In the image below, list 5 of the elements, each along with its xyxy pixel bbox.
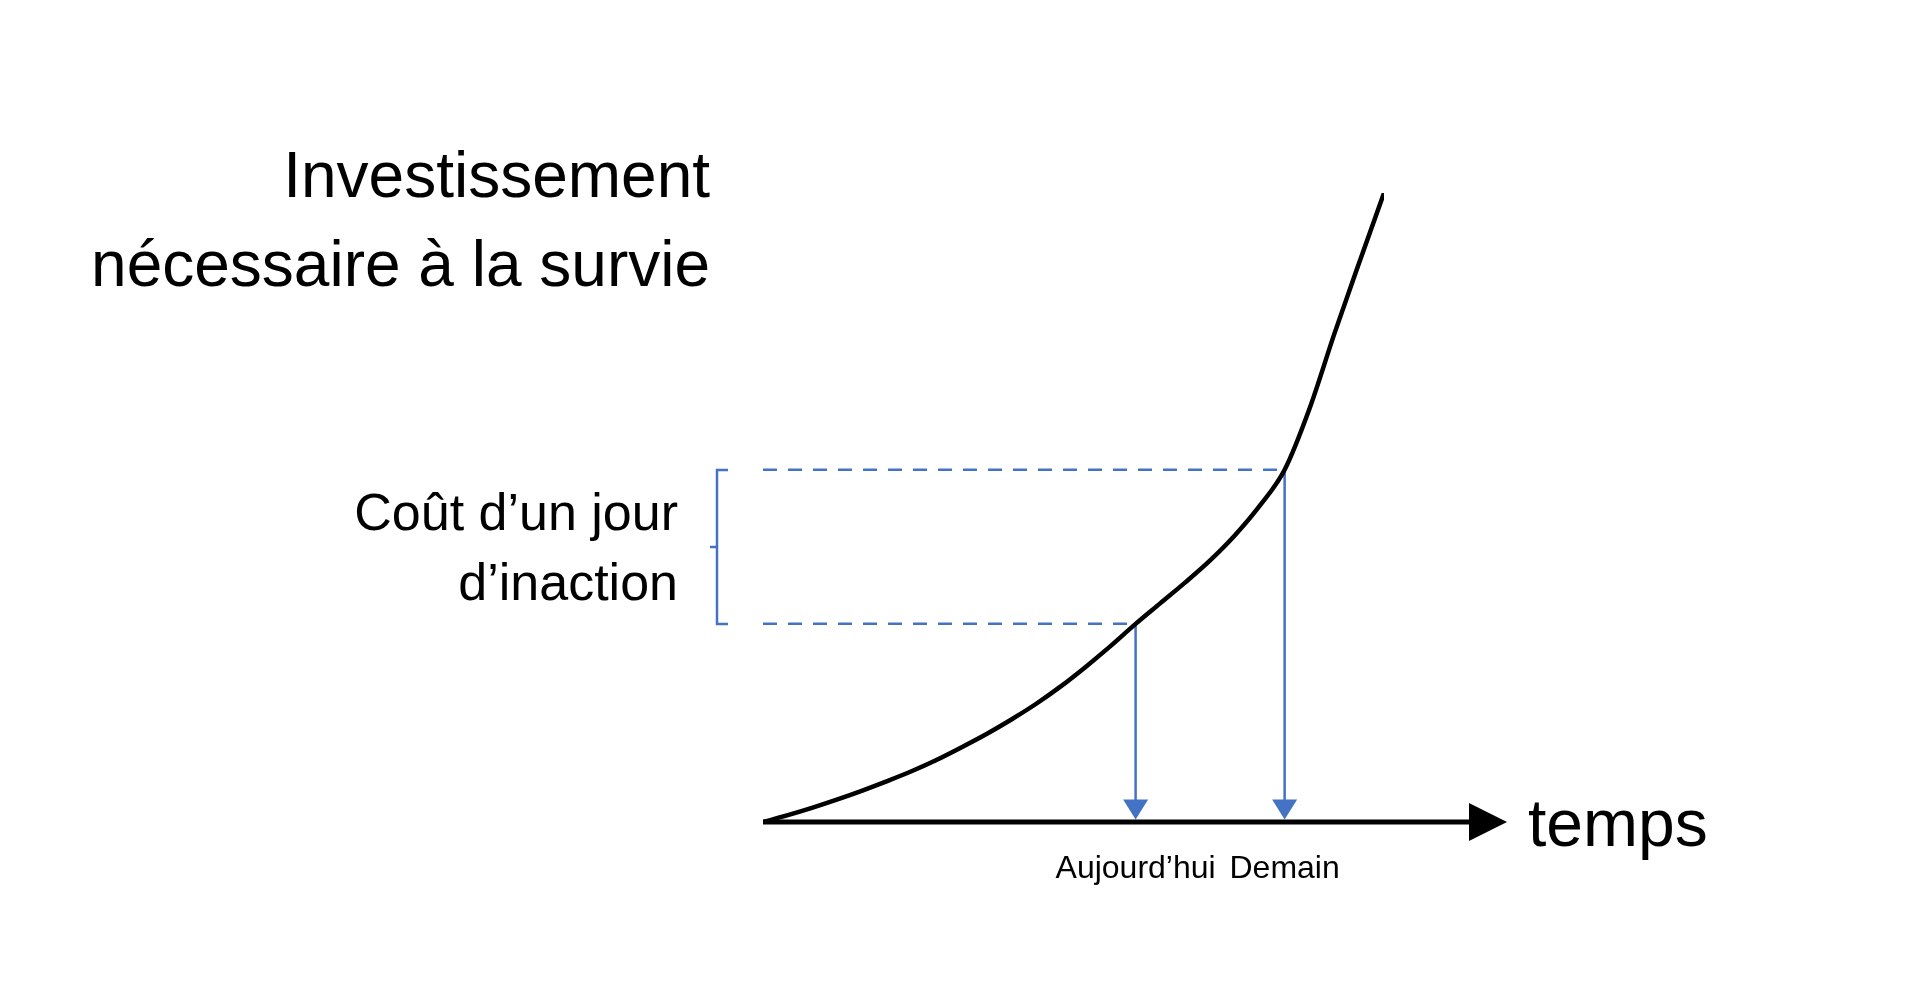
x-tick-label: Demain xyxy=(1229,849,1340,885)
x-tick-label: Aujourd’hui xyxy=(1055,849,1216,885)
x-axis-title: temps xyxy=(1528,786,1708,860)
text: Coût d’un jour d’inaction xyxy=(353,481,678,613)
y-axis-title: Investissement nécessaire à la survie xyxy=(90,138,710,302)
